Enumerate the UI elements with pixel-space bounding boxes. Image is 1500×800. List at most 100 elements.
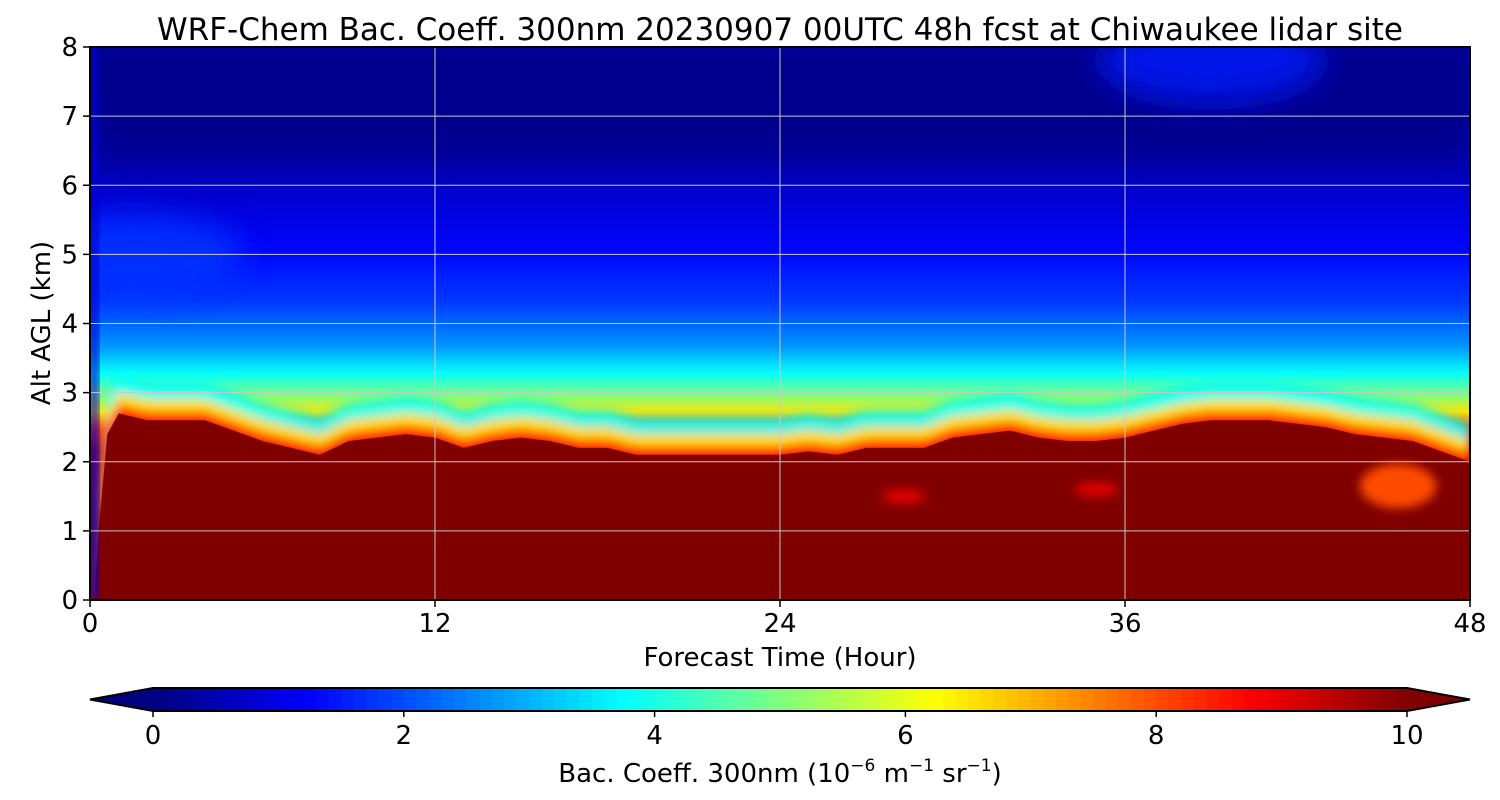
colorbar-segment [930, 688, 944, 711]
colorbar-segment [366, 688, 380, 711]
colorbar-segment [1381, 688, 1396, 711]
colorbar-segment [453, 688, 468, 711]
colorbar-segment [1394, 688, 1408, 711]
chart-title: WRF-Chem Bac. Coeff. 300nm 20230907 00UT… [157, 12, 1403, 48]
colorbar-segment [692, 688, 706, 711]
x-tick-label: 12 [418, 609, 451, 639]
colorbar-tick-label: 2 [396, 721, 413, 751]
colorbar-label: Bac. Coeff. 300nm (10−6 m−1 sr−1) [558, 756, 1001, 789]
colorbar-segment [980, 688, 994, 711]
colorbar: 0 2 4 6 8 10 [89, 687, 1471, 751]
colorbar-segment [1068, 688, 1082, 711]
plot-area [90, 47, 1470, 600]
y-tick-label: 8 [61, 33, 78, 63]
y-tick-label: 6 [61, 171, 78, 201]
colorbar-segment [290, 688, 305, 711]
colorbar-segment [1055, 688, 1070, 711]
colorbar-segment [654, 688, 668, 711]
colorbar-segment [905, 688, 919, 711]
colorbar-segment [767, 688, 781, 711]
colorbar-segment [842, 688, 856, 711]
colorbar-segment [704, 688, 718, 711]
y-tick-label: 4 [61, 310, 78, 340]
colorbar-segment [316, 688, 330, 711]
y-tick-label: 0 [61, 586, 78, 616]
colorbar-segment [1356, 688, 1370, 711]
colorbar-segment [1106, 688, 1120, 711]
colorbar-segment [642, 688, 656, 711]
colorbar-segment [1118, 688, 1132, 711]
elevated-pocket [881, 489, 926, 504]
colorbar-segment [428, 688, 443, 711]
colorbar-segment [1168, 688, 1182, 711]
colorbar-segment [1018, 688, 1032, 711]
colorbar-segment [328, 688, 342, 711]
colorbar-segment [993, 688, 1007, 711]
colorbar-tick-label: 4 [646, 721, 663, 751]
colorbar-segment [830, 688, 844, 711]
colorbar-segment [1043, 688, 1057, 711]
colorbar-segment [504, 688, 518, 711]
x-tick-label: 24 [763, 609, 796, 639]
colorbar-segment [1243, 688, 1258, 711]
colorbar-segment [303, 688, 317, 711]
colorbar-segment [541, 688, 555, 711]
colorbar-extend-low [90, 688, 153, 711]
colorbar-segment [679, 688, 693, 711]
colorbar-segment [667, 688, 681, 711]
colorbar-segment [1143, 688, 1157, 711]
colorbar-segment [1319, 688, 1333, 711]
colorbar-segment [403, 688, 417, 711]
colorbar-segment [1269, 688, 1283, 711]
colorbar-segment [529, 688, 543, 711]
colorbar-segment [792, 688, 806, 711]
colorbar-segment [1294, 688, 1308, 711]
colorbar-segment [1005, 688, 1019, 711]
colorbar-segment [1193, 688, 1207, 711]
colorbar-segment [717, 688, 731, 711]
colorbar-segment [754, 688, 769, 711]
colorbar-segment [1306, 688, 1320, 711]
colorbar-segment [943, 688, 957, 711]
elevated-pocket [1360, 463, 1437, 508]
colorbar-segment [1131, 688, 1145, 711]
colorbar-segment [491, 688, 505, 711]
colorbar-segment [1206, 688, 1220, 711]
colorbar-segment [554, 688, 568, 711]
colorbar-segment [604, 688, 618, 711]
colorbar-segment [729, 688, 743, 711]
colorbar-segment [1080, 688, 1095, 711]
colorbar-tick-label: 10 [1390, 721, 1423, 751]
colorbar-segment [817, 688, 831, 711]
colorbar-segment [616, 688, 631, 711]
colorbar-segment [742, 688, 756, 711]
colorbar-tick-label: 8 [1148, 721, 1165, 751]
colorbar-segment [153, 688, 167, 711]
y-axis-label: Alt AGL (km) [27, 241, 57, 405]
colorbar-segment [780, 688, 794, 711]
colorbar-segment [178, 688, 192, 711]
colorbar-segment [278, 688, 292, 711]
x-tick-label: 36 [1108, 609, 1141, 639]
colorbar-segment [591, 688, 606, 711]
colorbar-segment [579, 688, 593, 711]
colorbar-segment [1331, 688, 1345, 711]
colorbar-segment [466, 688, 480, 711]
colorbar-segment [855, 688, 869, 711]
colorbar-tick-label: 0 [145, 721, 162, 751]
colorbar-segment [1181, 688, 1195, 711]
colorbar-segment [215, 688, 229, 711]
colorbar-segment [1156, 688, 1170, 711]
colorbar-segment [1218, 688, 1233, 711]
colorbar-segment [190, 688, 204, 711]
colorbar-segment [867, 688, 881, 711]
colorbar-segment [629, 688, 643, 711]
colorbar-segment [1093, 688, 1107, 711]
colorbar-segment [955, 688, 969, 711]
y-tick-label: 1 [61, 517, 78, 547]
colorbar-segment [1281, 688, 1295, 711]
colorbar-segment [353, 688, 367, 711]
colorbar-segment [1344, 688, 1358, 711]
aerosol-layer [94, 413, 1470, 600]
